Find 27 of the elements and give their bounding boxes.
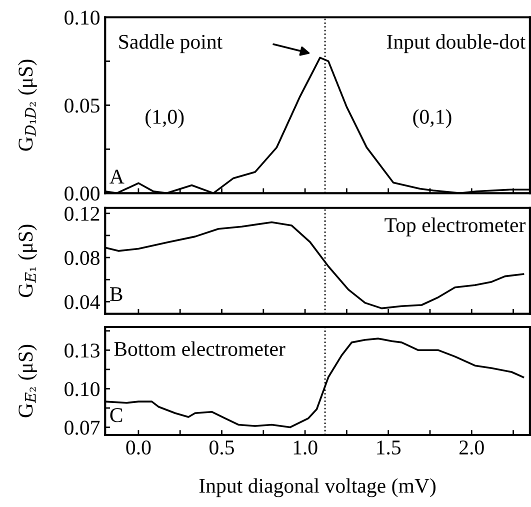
x-tick-label: 1.0	[294, 440, 318, 455]
y-tick-label: 0.12	[64, 206, 100, 221]
y-axis-title: G$_{E₁}$ (μS)	[18, 224, 37, 298]
y-tick-label: 0.13	[64, 344, 100, 358]
annotation: Saddle point	[119, 34, 222, 54]
y-tick-label: 0.07	[64, 420, 100, 435]
annotation: Bottom electrometer	[114, 341, 286, 356]
annotation: Top electrometer	[384, 217, 526, 236]
annotation: B	[110, 287, 122, 301]
x-tick-label: 2.0	[460, 440, 484, 455]
annotation: (0,1)	[413, 109, 452, 128]
annotation: (1,0)	[146, 109, 184, 128]
x-axis-title: Input diagonal voltage (mV)	[199, 478, 436, 498]
x-tick-label: 1.5	[377, 440, 401, 455]
y-axis-title: G$_{E₂}$ (μS)	[18, 344, 37, 418]
y-tick-label: 0.10	[64, 10, 100, 25]
y-axis-title: G$_{D₁D₂}$ (μS)	[18, 60, 37, 151]
annotation: Input double-dot	[387, 34, 526, 54]
y-tick-label: 0.04	[64, 295, 100, 310]
annotation: A	[110, 170, 124, 184]
y-tick-label: 0.00	[64, 186, 100, 201]
annotation: C	[110, 408, 122, 422]
y-tick-label: 0.10	[64, 382, 100, 396]
y-tick-label: 0.05	[64, 98, 100, 113]
x-tick-label: 0.0	[126, 440, 151, 455]
y-tick-label: 0.08	[64, 250, 100, 266]
x-tick-label: 0.5	[210, 440, 234, 455]
